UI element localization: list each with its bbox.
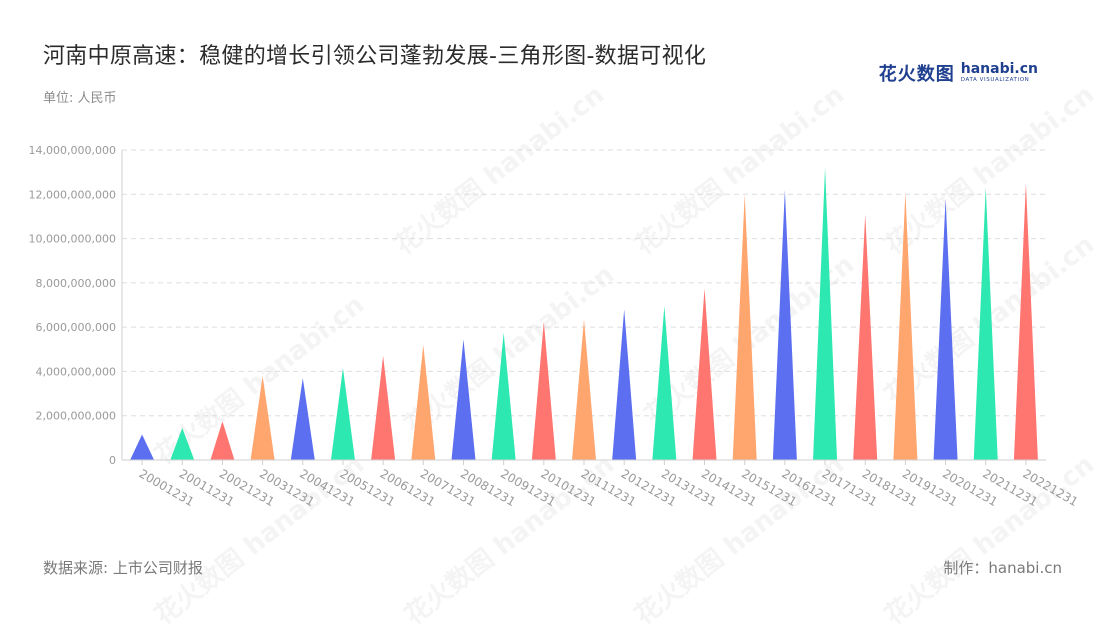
brand-logo: 花火数图 hanabi.cn DATA VISUALIZATION <box>879 60 1038 86</box>
y-tick-label: 14,000,000,000 <box>29 144 116 157</box>
triangle-bar <box>692 288 717 460</box>
triangle-bar <box>451 339 476 460</box>
data-source: 数据来源: 上市公司财报 <box>43 559 203 577</box>
y-tick-label: 6,000,000,000 <box>36 321 116 334</box>
y-tick-label: 2,000,000,000 <box>36 410 116 423</box>
y-tick-label: 0 <box>109 454 116 467</box>
triangle-bar <box>170 427 195 460</box>
triangle-bar <box>491 332 516 460</box>
triangle-bar <box>893 192 918 461</box>
brand-name-en: hanabi.cn <box>960 61 1038 78</box>
triangle-bar <box>652 306 677 460</box>
brand-tagline: DATA VISUALIZATION <box>960 77 1030 84</box>
brand-name-cn: 花火数图 <box>878 64 955 85</box>
y-tick-label: 4,000,000,000 <box>36 365 116 378</box>
triangle-bar <box>210 421 235 460</box>
triangle-bar <box>330 368 355 460</box>
triangle-bar <box>853 214 878 460</box>
triangle-bar <box>933 198 958 460</box>
triangle-bar <box>130 434 155 460</box>
triangle-bar <box>612 309 637 460</box>
triangle-bar <box>732 194 757 461</box>
triangle-bar <box>371 355 396 460</box>
maker-credit: 制作：hanabi.cn <box>943 559 1062 577</box>
triangle-bar <box>531 321 556 460</box>
triangle-bar <box>1013 183 1038 460</box>
triangle-bar <box>772 189 797 460</box>
y-tick-label: 10,000,000,000 <box>29 233 116 246</box>
triangle-bar <box>290 378 315 460</box>
triangle-bar <box>813 167 838 460</box>
y-tick-label: 12,000,000,000 <box>29 188 116 201</box>
chart-title: 河南中原高速：稳健的增长引领公司蓬勃发展-三角形图-数据可视化 <box>43 44 707 69</box>
unit-label: 单位: 人民币 <box>43 91 117 106</box>
triangle-bar <box>973 187 998 460</box>
triangle-bar <box>411 344 436 460</box>
triangle-bar <box>250 375 275 460</box>
triangle-bar <box>572 319 596 460</box>
y-tick-label: 8,000,000,000 <box>36 277 116 290</box>
brand-name-en-block: hanabi.cn DATA VISUALIZATION <box>961 62 1038 84</box>
